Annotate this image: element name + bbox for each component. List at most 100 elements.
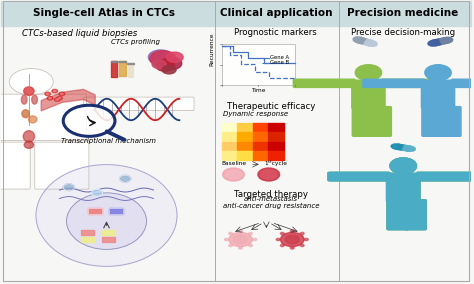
Circle shape [63,105,115,136]
Circle shape [49,97,52,99]
Bar [237,142,253,151]
Text: Therapeutic efficacy: Therapeutic efficacy [227,102,315,111]
Circle shape [238,230,242,232]
Bar [111,60,118,62]
FancyBboxPatch shape [387,200,409,229]
Bar [253,142,268,151]
Text: 1ˢᵗcycle: 1ˢᵗcycle [264,160,287,166]
Bar [237,132,253,142]
Bar [222,123,237,132]
Ellipse shape [391,144,403,149]
Circle shape [59,92,64,96]
Circle shape [425,65,451,81]
Bar [253,151,268,160]
Ellipse shape [440,37,453,43]
Circle shape [119,175,131,182]
Circle shape [390,158,417,174]
Circle shape [304,238,308,241]
Circle shape [253,238,256,241]
Bar [109,208,123,214]
Bar [118,60,126,62]
FancyBboxPatch shape [35,140,89,189]
Bar [268,151,284,160]
Circle shape [56,99,58,101]
Circle shape [166,52,183,62]
Ellipse shape [66,193,146,249]
Text: anti-metastasis
anti-cancer drug resistance: anti-metastasis anti-cancer drug resista… [223,196,319,209]
FancyBboxPatch shape [387,200,409,229]
Bar [402,145,410,151]
Bar [439,38,448,44]
Bar [253,132,268,142]
Ellipse shape [23,131,35,142]
Circle shape [291,230,294,232]
Circle shape [63,184,74,191]
Ellipse shape [28,116,37,123]
Bar [0,1,471,26]
FancyBboxPatch shape [387,200,409,229]
Ellipse shape [22,110,29,118]
Bar [81,230,94,235]
Circle shape [148,50,173,64]
Ellipse shape [391,144,403,149]
Circle shape [249,244,252,247]
Bar [363,39,373,46]
Bar [363,39,373,46]
Text: CTCs-based liquid biopsies: CTCs-based liquid biopsies [22,29,137,38]
Circle shape [47,97,53,100]
Circle shape [301,244,304,247]
Text: Clinical application: Clinical application [219,9,332,18]
Bar [119,61,126,76]
Ellipse shape [365,40,377,46]
Ellipse shape [440,37,453,43]
Bar [253,123,268,132]
Circle shape [60,93,63,95]
Bar [237,151,253,160]
FancyBboxPatch shape [328,172,390,181]
Circle shape [52,89,58,93]
Bar [237,123,253,132]
Bar [127,62,134,64]
FancyBboxPatch shape [417,172,474,181]
Bar [88,208,102,214]
Bar [222,151,237,160]
Bar [111,61,118,77]
FancyBboxPatch shape [387,174,420,202]
Circle shape [46,93,49,95]
Circle shape [91,189,103,196]
FancyBboxPatch shape [417,172,474,181]
Bar [357,37,367,44]
Ellipse shape [428,40,441,46]
Ellipse shape [32,95,37,104]
Circle shape [258,168,280,181]
Circle shape [156,60,175,71]
Bar [439,38,448,44]
FancyBboxPatch shape [0,140,30,189]
FancyBboxPatch shape [405,200,426,229]
Circle shape [225,238,228,241]
Circle shape [249,232,252,235]
Circle shape [238,247,242,249]
FancyBboxPatch shape [417,172,474,181]
Bar [128,63,133,77]
Circle shape [57,97,62,100]
Circle shape [150,51,176,66]
Bar [402,145,410,151]
Bar [433,39,442,46]
Text: Dynamic response: Dynamic response [223,111,288,117]
Circle shape [291,247,294,249]
Ellipse shape [24,141,34,148]
Bar [222,45,295,85]
Circle shape [9,68,53,95]
Bar [222,45,295,85]
FancyBboxPatch shape [83,97,194,110]
Circle shape [228,244,232,247]
FancyBboxPatch shape [405,200,426,229]
Bar [268,123,284,132]
Bar [88,208,102,214]
Circle shape [281,244,284,247]
FancyBboxPatch shape [417,172,474,181]
Circle shape [152,60,166,68]
FancyBboxPatch shape [405,200,426,229]
Bar [403,153,460,247]
